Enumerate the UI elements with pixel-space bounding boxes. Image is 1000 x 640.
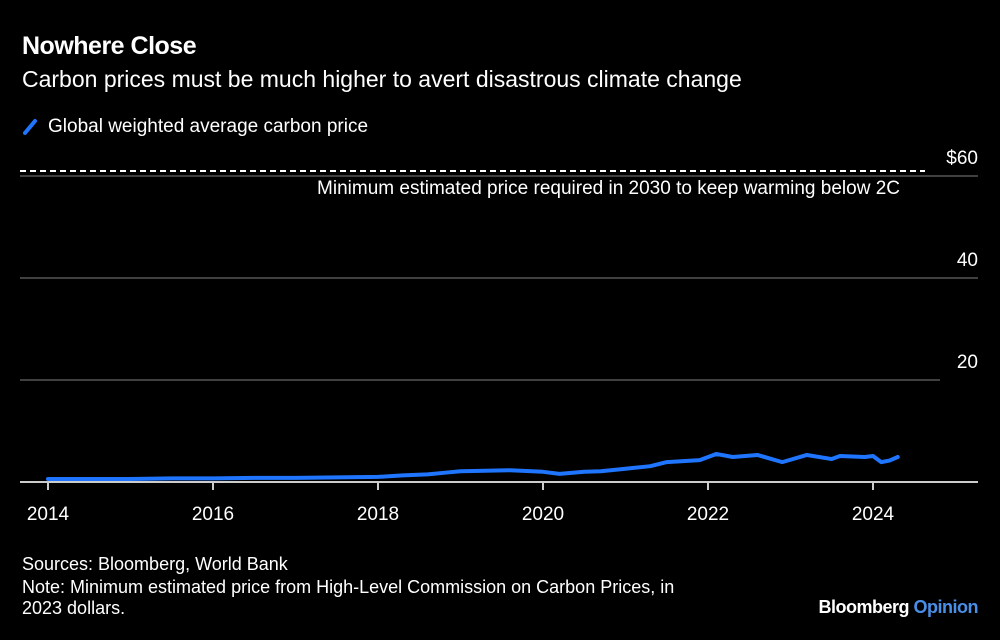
brand-logo: Bloomberg Opinion <box>818 597 978 618</box>
footnote-line-2: 2023 dollars. <box>22 598 126 618</box>
legend: Global weighted average carbon price <box>22 116 368 138</box>
target-price-label: Minimum estimated price required in 2030… <box>317 178 900 199</box>
series-line <box>46 451 900 481</box>
y-tick-label: 20 <box>957 352 978 373</box>
brand-name: Bloomberg <box>818 597 909 617</box>
y-tick-label: 40 <box>957 250 978 271</box>
y-tick-label: $60 <box>946 148 978 169</box>
x-tick-label: 2024 <box>852 504 895 525</box>
x-tick-label: 2022 <box>687 504 729 525</box>
legend-swatch-icon <box>23 119 37 135</box>
sources-note: Sources: Bloomberg, World Bank <box>22 554 288 574</box>
chart-title: Nowhere Close <box>22 32 197 60</box>
brand-section: Opinion <box>913 597 979 617</box>
legend-label: Global weighted average carbon price <box>48 116 369 137</box>
x-tick-label: 2014 <box>27 504 70 525</box>
x-tick-label: 2020 <box>522 504 564 525</box>
x-tick-label: 2016 <box>192 504 234 525</box>
x-tick-label: 2018 <box>357 504 399 525</box>
chart-subtitle: Carbon prices must be much higher to ave… <box>22 66 742 92</box>
footnote-line-1: Note: Minimum estimated price from High-… <box>22 577 675 597</box>
